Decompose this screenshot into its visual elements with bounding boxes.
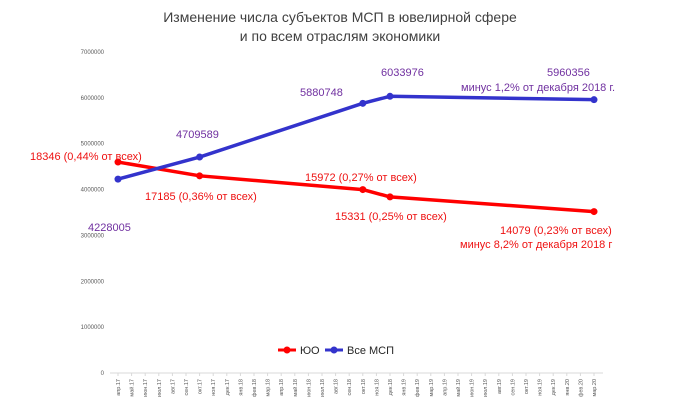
x-tick-label: фев.18: [252, 379, 258, 397]
chart-title-line-2: и по всем отраслям экономики: [240, 28, 440, 44]
x-tick-label: авг.19: [497, 379, 503, 394]
red-label-5: 14079 (0,23% от всех): [500, 225, 612, 237]
y-tick-label: 0: [101, 371, 105, 377]
data-point[interactable]: [590, 208, 598, 216]
legend-item-all-msp[interactable]: Все МСП: [325, 345, 394, 357]
blue-annotations: 4228005 4709589 5880748 6033976 5960356 …: [88, 67, 615, 234]
x-axis: апр.17 май.17 июн.17 июл.17 авг.17 сен.17 окт.…: [110, 372, 603, 397]
x-tick-label: фев.20: [578, 379, 584, 397]
x-tick-label: апр.17: [116, 379, 122, 396]
x-tick-label: июл.18: [320, 379, 326, 397]
x-tick-label: апр.19: [442, 379, 448, 396]
x-tick-label: май.17: [129, 379, 136, 397]
x-tick-label: окт.17: [198, 379, 204, 394]
x-tick-label: окт.19: [524, 379, 530, 394]
data-point[interactable]: [359, 186, 367, 194]
blue-label-1: 4228005: [88, 222, 131, 234]
blue-label-2: 4709589: [176, 129, 219, 141]
series-line-yuo: [117, 160, 595, 214]
y-axis: 0 1000000 2000000 3000000 4000000 5000000 6000…: [81, 50, 105, 377]
x-tick-label: дек.17: [225, 379, 231, 395]
red-label-6: минус 8,2% от декабря 2018 г: [460, 239, 612, 251]
x-tick-label: сен.18: [347, 379, 353, 396]
y-tick-label: 5000000: [81, 142, 105, 148]
x-tick-label: дек.18: [388, 379, 394, 395]
legend-marker-all-msp: [330, 346, 338, 354]
red-label-3: 15972 (0,27% от всех): [305, 172, 417, 184]
data-point[interactable]: [386, 92, 394, 100]
data-point[interactable]: [114, 175, 122, 183]
red-label-2: 17185 (0,36% от всех): [145, 191, 257, 203]
red-label-1: 18346 (0,44% от всех): [30, 151, 142, 163]
red-annotations: 18346 (0,44% от всех) 17185 (0,36% от вс…: [30, 151, 612, 251]
x-tick-label: ноя.19: [538, 379, 544, 396]
blue-label-6: минус 1,2% от декабря 2018 г.: [461, 82, 615, 94]
blue-label-3: 5880748: [300, 87, 343, 99]
x-tick-label: ноя.17: [211, 379, 217, 396]
y-tick-label: 7000000: [81, 50, 105, 56]
x-tick-label: июн.17: [143, 379, 149, 397]
red-label-4: 15331 (0,25% от всех): [335, 211, 447, 223]
data-point[interactable]: [196, 172, 204, 180]
x-tick-label: янв.18: [238, 379, 244, 396]
y-tick-label: 1000000: [81, 325, 105, 331]
y-tick-label: 4000000: [81, 188, 105, 194]
x-tick-label: янв.19: [402, 379, 408, 396]
x-tick-label: мар.19: [429, 379, 435, 397]
x-tick-label: сен.19: [510, 379, 516, 396]
x-tick-label: янв.20: [565, 379, 571, 396]
data-point[interactable]: [114, 158, 122, 166]
legend: ЮО Все МСП: [278, 345, 394, 357]
y-tick-label: 2000000: [81, 279, 105, 285]
legend-item-yuo[interactable]: ЮО: [278, 345, 320, 357]
x-tick-label: май.18: [292, 379, 299, 397]
x-tick-label: фев.19: [415, 379, 421, 397]
x-tick-label: ноя.18: [374, 379, 380, 396]
x-tick-label: мар.18: [266, 379, 272, 397]
series-layer: [114, 92, 598, 216]
x-tick-label: мар.20: [592, 379, 598, 397]
x-tick-label: апр.18: [279, 379, 285, 396]
data-point[interactable]: [590, 96, 598, 104]
x-tick-label: июл.19: [483, 379, 489, 397]
x-tick-label: июн.19: [470, 379, 476, 397]
legend-label-yuo: ЮО: [300, 345, 320, 357]
blue-label-5: 5960356: [547, 67, 590, 79]
blue-label-4: 6033976: [381, 67, 424, 79]
y-tick-label: 6000000: [81, 96, 105, 102]
x-tick-label: июн.18: [306, 379, 312, 397]
legend-marker-yuo: [283, 346, 291, 354]
data-point[interactable]: [359, 99, 367, 107]
chart-title-line-1: Изменение числа субъектов МСП в ювелирно…: [163, 9, 517, 25]
x-tick-label: дек.19: [551, 379, 557, 395]
legend-label-all-msp: Все МСП: [347, 345, 394, 357]
x-tick-label: авг.18: [334, 379, 340, 394]
x-tick-label: июл.17: [157, 379, 163, 397]
x-tick-label: май.19: [455, 379, 462, 397]
data-point[interactable]: [196, 153, 204, 161]
x-tick-label: сен.17: [184, 379, 190, 396]
x-tick-label: окт.18: [361, 379, 367, 394]
x-tick-label: авг.17: [170, 379, 176, 394]
data-point[interactable]: [386, 193, 394, 201]
y-tick-label: 3000000: [81, 233, 105, 239]
